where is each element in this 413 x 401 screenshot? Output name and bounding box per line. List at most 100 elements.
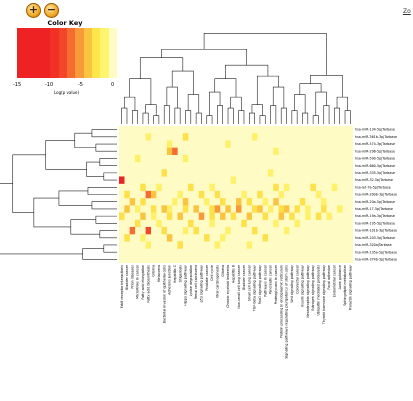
- heatmap-cell: [257, 205, 263, 213]
- heatmap-cell: [225, 140, 231, 148]
- column-label: Pancreatic cancer: [269, 264, 273, 294]
- heatmap-cell: [251, 133, 258, 141]
- column-label: Endometrial cancer: [332, 264, 336, 297]
- column-label: Cell cycle: [210, 265, 214, 281]
- heatmap-cell: [124, 234, 130, 242]
- row-labels: hsa-miR-134-5p|Tarbase hsa-miR-361b-3p|Ta…: [355, 128, 397, 262]
- column-label: Insulin signaling pathway: [301, 265, 305, 307]
- zoom-link[interactable]: Zo: [403, 8, 411, 15]
- heatmap-cell: [289, 212, 295, 220]
- column-label: Hepatitis C: [173, 264, 177, 283]
- column-label: Small cell lung cancer: [247, 264, 251, 301]
- dendrogram-branch: [336, 96, 348, 111]
- row-label: hsa-miR-32-5p|Tarbase: [355, 178, 393, 182]
- zoom-in-icon[interactable]: +: [26, 3, 41, 18]
- row-label: hsa-miR-20a-5p|Tarbase: [355, 200, 395, 204]
- heatmap-cell: [315, 212, 322, 220]
- column-label: Sphingolipid metabolism: [343, 265, 347, 306]
- dendrogram-branch: [95, 215, 117, 224]
- row-dendrogram: [0, 129, 117, 260]
- heatmap-cell: [321, 205, 327, 213]
- heatmap-cell: [310, 183, 316, 192]
- heatmap-cell: [161, 226, 168, 235]
- dendrogram-branch: [344, 110, 351, 124]
- heatmap-cell: [166, 234, 173, 242]
- heatmap-cell: [278, 205, 285, 213]
- color-key-band: [83, 28, 93, 78]
- dendrogram-branch: [103, 172, 117, 181]
- heatmap-cell: [241, 219, 247, 228]
- heatmap-cell: [331, 183, 338, 192]
- column-label: Pathways in cancer: [263, 264, 267, 296]
- heatmap-cell: [140, 212, 146, 220]
- dendrogram-branch: [12, 154, 46, 213]
- heatmap-cell: [246, 241, 253, 249]
- heatmap-cell: [198, 190, 205, 199]
- dendrogram-branch: [270, 105, 277, 124]
- heatmap-cell: [246, 198, 253, 206]
- heatmap-cell: [134, 219, 141, 228]
- zoom-in-glyph: +: [28, 3, 39, 16]
- heatmap-cell: [166, 205, 173, 213]
- heatmap-cell: [278, 212, 285, 220]
- heatmap-cell: [220, 234, 226, 242]
- column-label: Signaling pathways regulating pluripoten…: [285, 265, 289, 359]
- heatmap-cell: [193, 226, 199, 235]
- heatmap-cell: [294, 219, 300, 228]
- heatmap-cell: [283, 226, 290, 235]
- heatmap-cell: [321, 198, 327, 206]
- heatmap-cells: [119, 133, 343, 249]
- dendrogram-branch: [174, 107, 181, 124]
- color-key-band: [25, 28, 35, 78]
- heatmap-cell: [267, 205, 274, 213]
- heatmap-cell: [283, 205, 290, 213]
- dendrogram-branch: [74, 132, 96, 148]
- heatmap-cell: [182, 205, 189, 213]
- dendrogram-branch: [334, 107, 341, 124]
- heatmap-cell: [251, 205, 258, 213]
- color-key-band: [75, 28, 85, 78]
- heatmap-cell: [145, 133, 152, 141]
- dendrogram-branch: [145, 104, 157, 116]
- dendrogram-branch: [203, 32, 327, 76]
- heatmap-cell: [246, 212, 253, 220]
- column-label: Colorectal cancer: [295, 264, 299, 293]
- row-label: hsa-miR-19a-3p|Tarbase: [355, 214, 395, 218]
- heatmap-cell: [262, 234, 269, 242]
- row-label: hsa-miR-296-5p|Tarbase: [355, 149, 395, 153]
- heatmap-cell: [134, 154, 141, 163]
- dendrogram-branch: [291, 110, 298, 124]
- dendrogram-branch: [280, 107, 287, 124]
- row-label: hsa-miR-135a-5p|Tarbase: [355, 250, 397, 254]
- heatmap-cell: [214, 205, 221, 213]
- heatmap-cell: [204, 198, 210, 206]
- heatmap-cell: [220, 198, 226, 206]
- column-label: Prolactin signaling pathway: [348, 265, 352, 310]
- column-label: Bladder cancer: [242, 264, 246, 290]
- heatmap-cell: [305, 205, 311, 213]
- column-label: Fatty acid elongation: [141, 265, 145, 300]
- color-key-band: [108, 28, 118, 78]
- row-label: hsa-miR-17-5p|Tarbase: [355, 207, 393, 211]
- dendrogram-branch: [91, 129, 117, 138]
- heatmap-cell: [273, 219, 279, 228]
- column-label: Thyroid hormone signaling pathway: [322, 265, 326, 325]
- dendrogram-branch: [99, 158, 117, 166]
- color-key-band: [42, 28, 51, 78]
- zoom-out-icon[interactable]: −: [44, 3, 59, 18]
- row-label: hsa-miR-320a|Tarbase: [355, 243, 392, 247]
- column-label: Bacterial invasion of epithelial cells: [162, 265, 166, 324]
- heatmap-cell: [337, 205, 343, 213]
- row-label: hsa-miR-195-5p|Tarbase: [355, 221, 395, 225]
- heatmap-cell: [198, 212, 205, 220]
- dendrogram-branch: [58, 190, 92, 206]
- row-label: hsa-miR-101b-3p|Tarbase: [355, 229, 397, 233]
- heatmap-cell: [209, 212, 215, 220]
- dendrogram-branch: [171, 70, 194, 95]
- heatmap-cell: [273, 198, 279, 206]
- heatmap-cell: [177, 212, 183, 220]
- dendrogram-branch: [217, 105, 224, 124]
- column-label: Protein processing in endoplasmic reticu…: [279, 265, 283, 338]
- heatmap-cell: [182, 154, 189, 163]
